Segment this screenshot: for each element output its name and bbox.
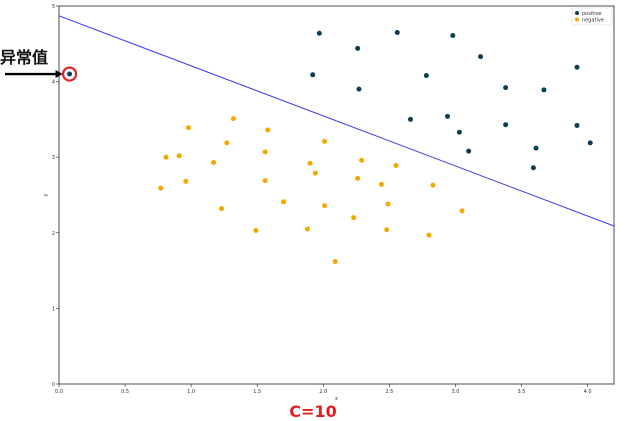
negative-point: [253, 228, 259, 234]
outlier-annotation: [5, 66, 78, 82]
legend-label-negative: negative: [582, 17, 604, 23]
positive-point: [450, 32, 456, 38]
negative-point: [163, 154, 169, 160]
positive-point: [408, 116, 413, 122]
negative-point: [322, 138, 328, 144]
x-tick-label: 0.5: [121, 389, 129, 395]
y-tick-label: 5: [52, 4, 55, 10]
outlier-annotation-label: 异常值: [0, 48, 49, 67]
outlier-circle: [61, 66, 78, 82]
positive-point: [423, 73, 429, 79]
x-tick-label: 1.0: [187, 389, 195, 395]
x-tick-label: 3.0: [451, 389, 459, 395]
data-points: [67, 29, 593, 265]
negative-point: [262, 149, 268, 155]
legend-label-positive: positive: [582, 11, 602, 17]
positive-point: [533, 145, 539, 151]
negative-point: [430, 182, 436, 188]
positive-point: [574, 64, 580, 70]
positive-point: [456, 129, 462, 135]
legend-marker-positive: [575, 11, 579, 15]
negative-point: [307, 160, 313, 166]
y-tick-label: 3: [52, 155, 55, 161]
y-tick-label: 1: [52, 306, 55, 312]
negative-point: [262, 178, 268, 184]
plot-frame: [58, 5, 615, 385]
y-tick-label: 4: [52, 80, 55, 86]
negative-point: [355, 175, 361, 181]
positive-point: [478, 54, 484, 60]
axes: 0.0 0.5 1.0 1.5 2.0 2.5 3.0 3.5 4.0 0 1 2 3 4 5 x y: [43, 4, 615, 402]
negative-point: [384, 227, 390, 233]
negative-point: [322, 203, 328, 209]
negative-point: [158, 185, 164, 191]
positive-point: [316, 30, 322, 36]
positive-point: [530, 165, 536, 171]
x-tick-label: 3.5: [518, 389, 526, 395]
negative-point: [186, 125, 191, 131]
positive-point: [503, 85, 509, 91]
negative-point: [281, 199, 287, 205]
negative-point: [219, 206, 225, 212]
y-axis-label: y: [43, 193, 49, 196]
legend-box: [571, 7, 613, 26]
decision-boundary-group: [58, 15, 615, 227]
positive-point: [310, 72, 316, 78]
positive-point: [466, 148, 472, 154]
negative-point: [304, 226, 310, 232]
outlier-arrow-head: [55, 70, 63, 79]
positive-point: [445, 113, 450, 119]
positive-point: [574, 122, 580, 128]
chart-caption: C=10: [289, 402, 337, 421]
legend-marker-negative: [575, 17, 579, 22]
negative-point: [378, 181, 384, 187]
positive-point: [394, 29, 400, 35]
negative-point: [426, 232, 432, 238]
decision-boundary-line: [58, 15, 615, 227]
negative-point: [351, 215, 357, 221]
negative-point: [393, 163, 399, 169]
y-tick-label: 2: [52, 231, 55, 237]
negative-point: [224, 140, 230, 146]
negative-point: [265, 127, 271, 133]
positive-point: [503, 122, 509, 128]
negative-point: [176, 153, 182, 159]
positive-point: [541, 87, 547, 93]
negative-point: [332, 259, 338, 265]
negative-point: [359, 157, 365, 163]
negative-point: [385, 201, 391, 207]
y-tick-label: 0: [52, 382, 55, 388]
positive-point: [587, 140, 593, 146]
x-tick-label: 2.5: [385, 389, 393, 395]
negative-point: [211, 159, 217, 165]
negative-point: [183, 178, 189, 184]
x-tick-label: 1.5: [253, 389, 261, 395]
x-tick-label: 2.0: [319, 389, 327, 395]
negative-point: [230, 116, 236, 122]
negative-point: [312, 170, 318, 176]
positive-point: [355, 45, 361, 51]
positive-point: [356, 86, 362, 92]
negative-point: [459, 208, 465, 214]
x-axis-label: x: [335, 396, 338, 402]
positive-point: [67, 71, 73, 77]
x-tick-label: 0.0: [55, 389, 63, 395]
x-tick-label: 4.0: [584, 389, 592, 395]
